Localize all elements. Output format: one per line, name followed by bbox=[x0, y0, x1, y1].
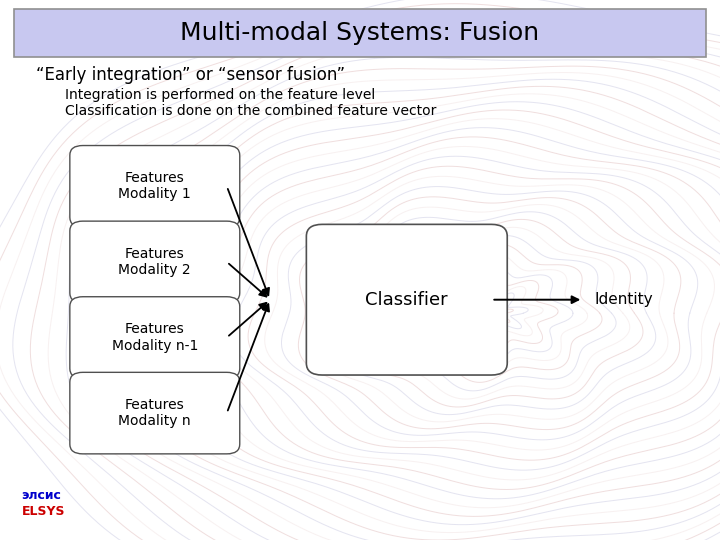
Text: Classification is done on the combined feature vector: Classification is done on the combined f… bbox=[65, 104, 436, 118]
Text: Features
Modality n-1: Features Modality n-1 bbox=[112, 322, 198, 353]
Text: “Early integration” or “sensor fusion”: “Early integration” or “sensor fusion” bbox=[36, 65, 345, 84]
Text: Features
Modality 1: Features Modality 1 bbox=[118, 171, 192, 201]
FancyBboxPatch shape bbox=[70, 145, 240, 227]
Text: Classifier: Classifier bbox=[366, 291, 448, 309]
Text: Features
Modality n: Features Modality n bbox=[119, 398, 191, 428]
Text: Multi-modal Systems: Fusion: Multi-modal Systems: Fusion bbox=[181, 21, 539, 45]
Text: Integration is performed on the feature level: Integration is performed on the feature … bbox=[65, 87, 375, 102]
Text: Identity: Identity bbox=[594, 292, 652, 307]
FancyBboxPatch shape bbox=[70, 373, 240, 454]
FancyBboxPatch shape bbox=[70, 221, 240, 302]
Text: элсис: элсис bbox=[22, 489, 61, 502]
FancyBboxPatch shape bbox=[70, 297, 240, 378]
Text: Features
Modality 2: Features Modality 2 bbox=[119, 247, 191, 277]
FancyBboxPatch shape bbox=[306, 225, 507, 375]
Text: ELSYS: ELSYS bbox=[22, 505, 65, 518]
FancyBboxPatch shape bbox=[14, 9, 706, 57]
